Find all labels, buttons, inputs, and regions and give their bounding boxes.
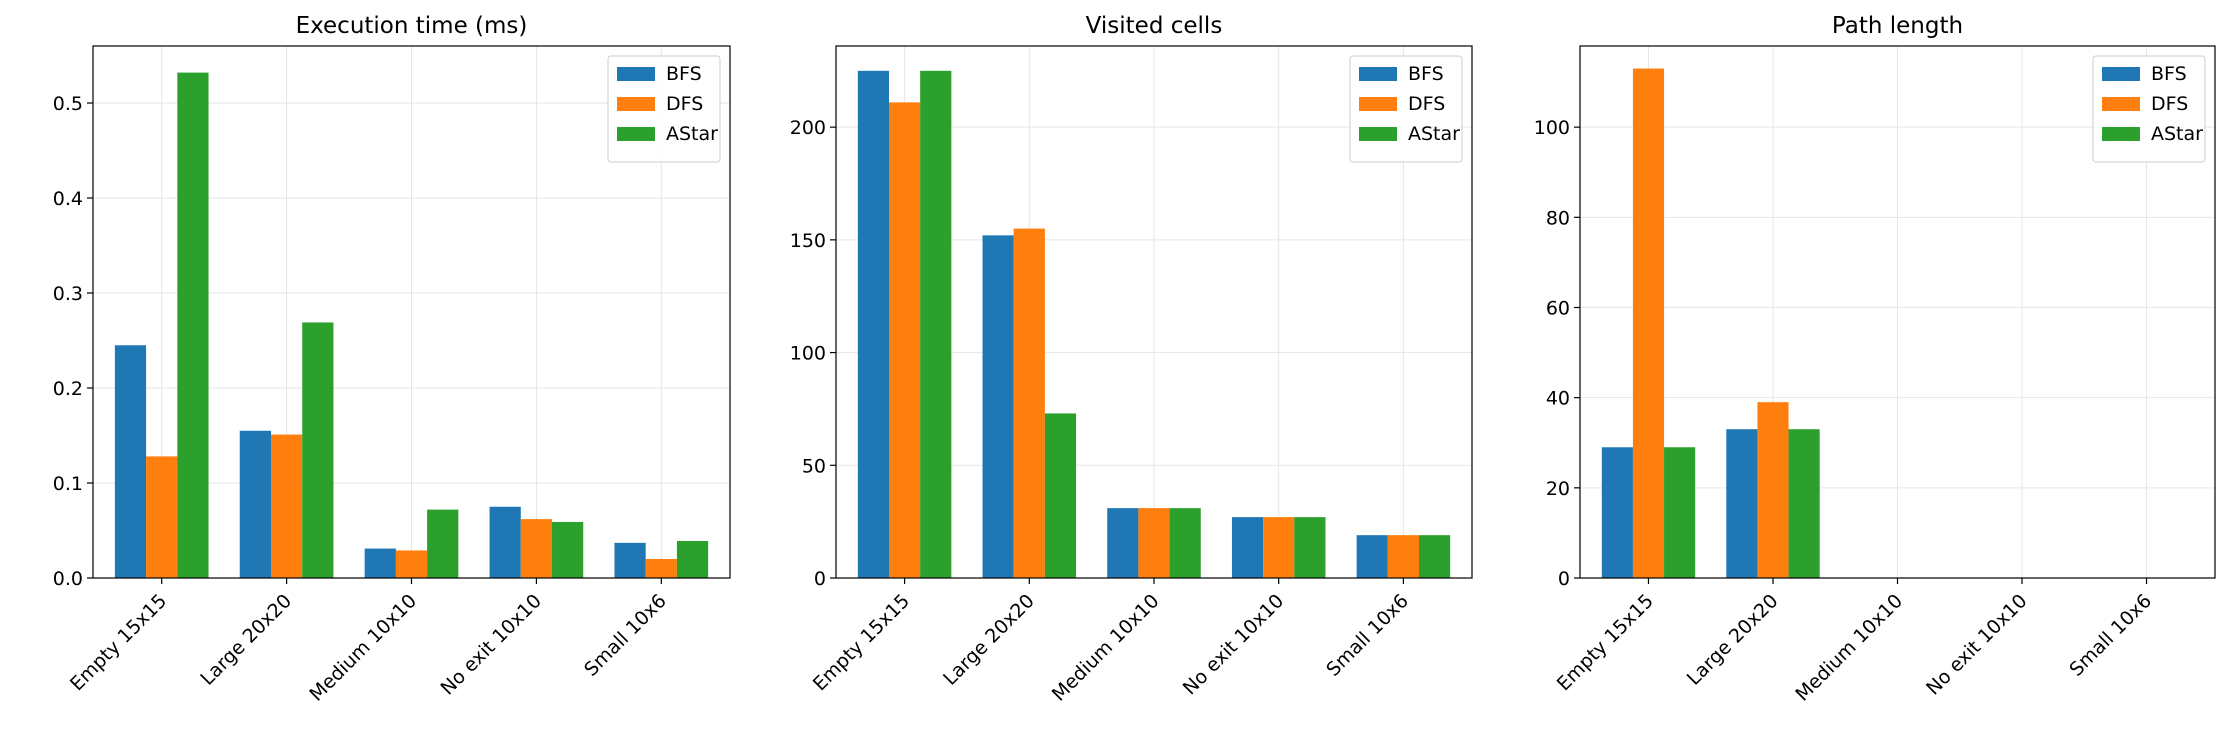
bar-bfs-1 [1601,447,1633,578]
y-tick-label: 0.2 [53,378,83,400]
x-tick-label: Empty 15x15 [1553,590,1658,695]
bar-bfs-4 [1231,517,1264,578]
bar-bfs-1 [114,345,147,578]
bar-dfs-2 [1757,402,1789,578]
bar-dfs-3 [1138,508,1170,578]
y-tick-label: 0 [814,568,826,590]
legend-label-bfs: BFS [666,63,702,85]
bar-astar-1 [1664,447,1696,578]
x-tick-label: Small 10x6 [2065,590,2156,681]
legend-label-bfs: BFS [1408,63,1444,85]
legend-swatch-bfs [2102,67,2140,81]
y-tick-label: 80 [1546,207,1570,229]
bar-astar-1 [920,70,952,579]
y-tick-label: 200 [790,117,826,139]
bar-bfs-5 [1356,535,1388,578]
legend-label-dfs: DFS [666,93,703,115]
x-tick-label: Medium 10x10 [305,590,421,706]
bar-astar-2 [1044,413,1077,578]
chart-title: Execution time (ms) [296,13,528,39]
legend: BFS DFS AStar [1349,55,1463,163]
legend-swatch-astar [1359,127,1397,141]
legend-label-dfs: DFS [2151,93,2188,115]
bar-dfs-1 [146,456,178,578]
y-tick-label: 100 [790,343,826,365]
x-tick-label: Small 10x6 [1322,590,1413,681]
x-tick-label: Small 10x6 [580,590,671,681]
bar-astar-3 [427,509,459,578]
x-tick-label: Empty 15x15 [66,590,171,695]
x-tick-label: No exit 10x10 [1922,590,2031,699]
bar-dfs-2 [270,434,303,578]
legend: BFS DFS AStar [607,55,721,163]
legend: BFS DFS AStar [2092,55,2206,163]
chart-title: Visited cells [1086,13,1223,39]
x-tick-label: No exit 10x10 [1179,590,1288,699]
legend-label-bfs: BFS [2151,63,2187,85]
bar-dfs-1 [1632,68,1665,579]
chart-panel-1: 0.0 0.1 0.2 0.3 0.4 0.5 Empty 15x15 Large 20x20… [53,13,731,706]
y-tick-label: 0.1 [53,473,83,495]
y-tick-label: 60 [1546,297,1570,319]
x-tick-label: Large 20x20 [1683,590,1783,690]
x-tick-label: Medium 10x10 [1048,590,1164,706]
bar-dfs-1 [889,102,921,579]
bar-dfs-2 [1013,228,1045,579]
legend-swatch-astar [2102,127,2140,141]
x-tick-label: Medium 10x10 [1791,590,1907,706]
legend-label-dfs: DFS [1408,93,1445,115]
bar-bfs-4 [489,506,521,578]
bar-astar-5 [676,540,709,578]
y-tick-label: 40 [1546,388,1570,410]
y-tick-label: 0 [1558,568,1570,590]
legend-label-astar: AStar [2151,123,2203,145]
bar-dfs-5 [645,559,677,578]
bar-astar-5 [1419,535,1451,578]
bar-bfs-3 [1107,508,1139,578]
bar-astar-3 [1169,508,1201,578]
legend-swatch-dfs [2102,97,2140,111]
bar-astar-2 [1788,429,1820,578]
bar-bfs-2 [982,235,1014,578]
bar-dfs-3 [395,550,428,578]
y-tick-label: 0.0 [53,568,83,590]
chart-panel-2: 0 50 100 150 200 Empty 15x15 Large 20x20 Medium… [790,13,1473,706]
bar-dfs-4 [1263,517,1295,578]
bar-astar-2 [302,322,334,578]
y-tick-label: 150 [790,230,826,252]
bar-bfs-1 [857,70,889,579]
y-tick-label: 50 [802,455,826,477]
y-tick-label: 0.4 [53,188,83,210]
bar-dfs-5 [1387,535,1419,578]
y-tick-label: 20 [1546,478,1570,500]
bar-dfs-4 [520,519,553,578]
y-tick-label: 0.3 [53,283,83,305]
chart-panel-3: 0 20 40 60 80 100 Empty 15x15 Large 20x20 Medium… [1534,13,2216,706]
legend-swatch-astar [617,127,655,141]
bar-astar-1 [177,72,209,578]
legend-label-astar: AStar [1408,123,1460,145]
legend-label-astar: AStar [666,123,718,145]
bar-bfs-3 [364,548,396,578]
x-tick-label: Large 20x20 [939,590,1039,690]
x-tick-label: No exit 10x10 [436,590,545,699]
legend-swatch-dfs [617,97,655,111]
x-tick-label: Large 20x20 [196,590,296,690]
bar-bfs-5 [614,542,646,578]
legend-swatch-dfs [1359,97,1397,111]
bar-astar-4 [552,521,584,578]
y-tick-label: 0.5 [53,93,83,115]
bar-astar-4 [1294,517,1326,578]
bar-bfs-2 [1726,429,1758,578]
chart-title: Path length [1832,13,1963,39]
x-tick-label: Empty 15x15 [809,590,914,695]
legend-swatch-bfs [1359,67,1397,81]
y-tick-label: 100 [1534,117,1570,139]
legend-swatch-bfs [617,67,655,81]
bar-bfs-2 [239,430,271,578]
